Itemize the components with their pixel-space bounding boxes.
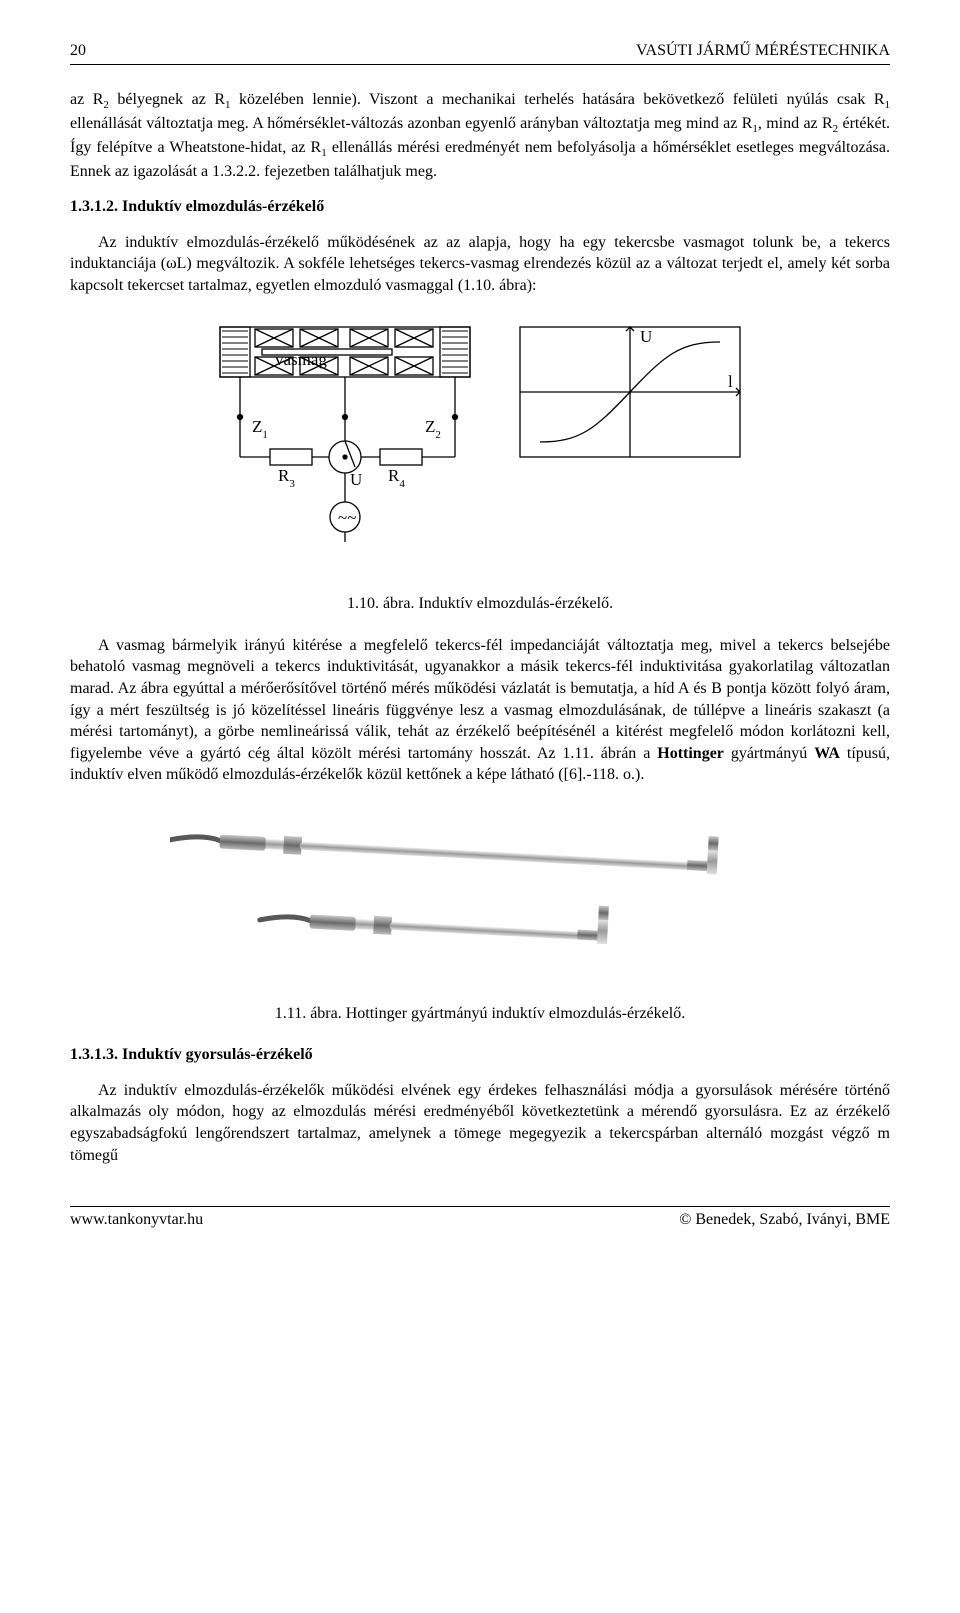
footer-left: www.tankonyvtar.hu bbox=[70, 1209, 203, 1231]
header-title: VASÚTI JÁRMŰ MÉRÉSTECHNIKA bbox=[636, 40, 890, 62]
footer-right: © Benedek, Szabó, Iványi, BME bbox=[679, 1209, 890, 1231]
label-r4: R4 bbox=[388, 466, 405, 490]
bold-text: Hottinger bbox=[657, 745, 724, 762]
text-run: ellenállását változtatja meg. A hőmérsék… bbox=[70, 115, 752, 132]
paragraph-3: A vasmag bármelyik irányú kitérése a meg… bbox=[70, 635, 890, 786]
sensor-photo-svg bbox=[170, 806, 790, 986]
label-ac: ~~ bbox=[338, 508, 356, 527]
label-uout: U bbox=[640, 327, 652, 346]
page-number: 20 bbox=[70, 40, 86, 62]
figure-2 bbox=[70, 806, 890, 993]
section-title: Induktív gyorsulás-érzékelő bbox=[122, 1046, 313, 1063]
label-l: l bbox=[728, 372, 733, 391]
section-title: Induktív elmozdulás-érzékelő bbox=[122, 198, 324, 215]
label-u: U bbox=[350, 470, 362, 489]
text-run: gyártmányú bbox=[724, 745, 814, 762]
schematic-svg: vasmag Z1 Z2 R3 R4 U ~~ U l bbox=[200, 317, 760, 577]
section-number: 1.3.1.2. bbox=[70, 198, 118, 215]
label-z2: Z2 bbox=[425, 417, 441, 441]
subscript: 1 bbox=[885, 99, 891, 111]
text-run: az R bbox=[70, 91, 103, 108]
bold-text: WA bbox=[814, 745, 840, 762]
label-r3: R3 bbox=[278, 466, 295, 490]
label-z1: Z1 bbox=[252, 417, 268, 441]
text-run: A vasmag bármelyik irányú kitérése a meg… bbox=[70, 637, 890, 762]
section-number: 1.3.1.3. bbox=[70, 1046, 118, 1063]
paragraph-4: Az induktív elmozdulás-érzékelők működés… bbox=[70, 1080, 890, 1166]
section-heading-1: 1.3.1.2. Induktív elmozdulás-érzékelő bbox=[70, 196, 890, 218]
page-footer: www.tankonyvtar.hu © Benedek, Szabó, Ivá… bbox=[70, 1206, 890, 1231]
figure-1: vasmag Z1 Z2 R3 R4 U ~~ U l bbox=[70, 317, 890, 584]
text-run: bélyegnek az R bbox=[109, 91, 225, 108]
figure-2-caption: 1.11. ábra. Hottinger gyártmányú induktí… bbox=[70, 1003, 890, 1025]
label-vasmag: vasmag bbox=[275, 350, 327, 369]
text-run: , mind az R bbox=[758, 115, 833, 132]
section-heading-2: 1.3.1.3. Induktív gyorsulás-érzékelő bbox=[70, 1044, 890, 1066]
text-run: közelében lennie). Viszont a mechanikai … bbox=[231, 91, 885, 108]
paragraph-1: az R2 bélyegnek az R1 közelében lennie).… bbox=[70, 89, 890, 183]
page-header: 20 VASÚTI JÁRMŰ MÉRÉSTECHNIKA bbox=[70, 40, 890, 65]
figure-1-caption: 1.10. ábra. Induktív elmozdulás-érzékelő… bbox=[70, 593, 890, 615]
paragraph-2: Az induktív elmozdulás-érzékelő működésé… bbox=[70, 232, 890, 297]
